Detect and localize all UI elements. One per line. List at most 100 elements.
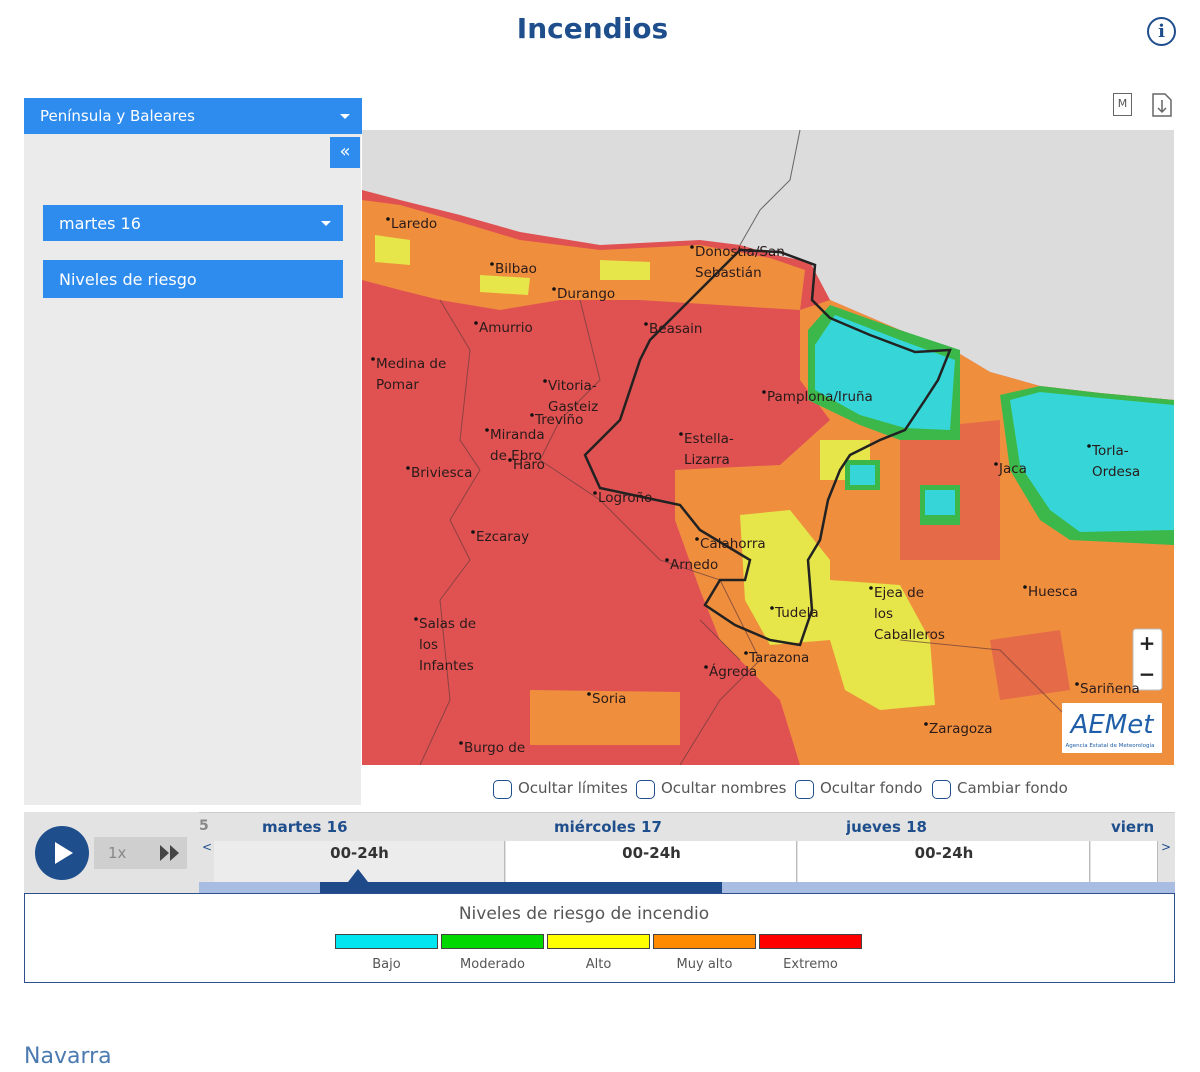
logo-subtitle: Agencia Estatal de Meteorología	[1066, 742, 1155, 749]
place-label: los	[419, 637, 438, 653]
info-button[interactable]: i	[1147, 17, 1176, 46]
place-label: Arnedo	[670, 557, 718, 573]
play-icon	[55, 842, 73, 864]
place-label: Treviño	[534, 412, 583, 428]
legend-label: Alto	[585, 957, 612, 972]
risk-very-high-area	[530, 440, 1090, 745]
legend-label: Muy alto	[676, 957, 733, 972]
place-label: Ordesa	[1092, 464, 1140, 480]
checkbox[interactable]	[795, 780, 814, 799]
place-label: Haro	[513, 457, 545, 473]
play-triangle	[55, 842, 73, 864]
timeline-cursor[interactable]	[348, 869, 368, 882]
checkbox[interactable]	[932, 780, 951, 799]
place-label: Sariñena	[1080, 681, 1140, 697]
legend-label: Extremo	[783, 957, 838, 972]
risk-high-area	[375, 235, 650, 295]
checkbox[interactable]	[493, 780, 512, 799]
place-dot	[1023, 585, 1027, 589]
place-dot	[1075, 682, 1079, 686]
place-label: Gasteiz	[548, 399, 598, 415]
place-label: Briviesca	[411, 465, 472, 481]
place-label: Bilbao	[495, 261, 537, 277]
place-label: de Ebro	[490, 448, 542, 464]
download-arrow	[1157, 100, 1167, 114]
timeline-prev-fragment: 5	[199, 818, 209, 834]
place-label: Tudela	[774, 605, 819, 621]
day-select-label: martes 16	[59, 213, 141, 233]
checkbox[interactable]	[636, 780, 655, 799]
place-dot	[474, 321, 478, 325]
place-label: Miranda	[490, 427, 545, 443]
map[interactable]: + − AEMet Agencia Estatal de Meteorologí…	[362, 130, 1174, 765]
place-label: Ejea de	[874, 585, 924, 601]
timeline-slot[interactable]	[506, 841, 797, 882]
section-title: Navarra	[24, 1044, 112, 1069]
fast-forward-icon[interactable]	[158, 843, 182, 863]
place-label: Zaragoza	[929, 721, 993, 737]
place-label: Ágreda	[709, 663, 757, 680]
timeline-range-label: 00-24h	[330, 844, 389, 862]
place-label: Amurrio	[479, 320, 533, 336]
place-dot	[508, 458, 512, 462]
timeline-next[interactable]: >	[1161, 840, 1172, 854]
map-tool-button[interactable]: M	[1113, 93, 1132, 116]
place-label: Pomar	[376, 377, 419, 393]
download-button[interactable]	[1151, 92, 1173, 118]
place-label: Beasain	[649, 321, 702, 337]
place-label: Sebastián	[695, 265, 762, 281]
zoom-control	[1132, 628, 1163, 691]
speed-label: 1x	[108, 844, 127, 862]
place-dot	[1087, 444, 1091, 448]
place-label: Jaca	[998, 461, 1027, 477]
timeline-slot[interactable]	[798, 841, 1090, 882]
place-dot	[690, 245, 694, 249]
navarra-boundary	[583, 248, 952, 647]
place-label: Soria	[592, 691, 626, 707]
play-button[interactable]	[35, 826, 89, 880]
day-select[interactable]: martes 16	[43, 205, 343, 241]
legend-title: Niveles de riesgo de incendio	[458, 904, 710, 924]
province-boundary	[419, 299, 1071, 765]
place-dot	[924, 722, 928, 726]
zoom-in-button[interactable]: +	[1139, 631, 1156, 655]
place-dot	[770, 606, 774, 610]
place-dot	[593, 491, 597, 495]
place-label: Estella-	[684, 431, 734, 447]
timeline-prev[interactable]: <	[202, 840, 213, 854]
collapse-button[interactable]: «	[330, 137, 360, 168]
place-label: Ezcaray	[476, 529, 529, 545]
place-label: Medina de	[376, 356, 446, 372]
legend	[24, 893, 1175, 983]
place-dot	[994, 462, 998, 466]
place-label: Torla-	[1091, 443, 1129, 459]
place-dot	[679, 432, 683, 436]
place-dot	[406, 466, 410, 470]
place-dot	[490, 262, 494, 266]
sea	[362, 130, 1174, 400]
place-label: Caballeros	[874, 627, 945, 643]
place-label: Durango	[557, 286, 615, 302]
place-label: Huesca	[1028, 584, 1078, 600]
logo-box	[1062, 703, 1162, 753]
zoom-out-button[interactable]: −	[1139, 662, 1156, 686]
place-label: los	[874, 606, 893, 622]
place-label: Calahorra	[700, 536, 766, 552]
place-label: Donostia/San	[695, 244, 785, 260]
place-dot	[744, 651, 748, 655]
timeline-day-label: miércoles 17	[554, 818, 662, 836]
timeline-range-label: 00-24h	[622, 844, 681, 862]
border-line	[739, 130, 801, 246]
place-label: Vitoria-	[548, 378, 597, 394]
region-select[interactable]: Península y Baleares	[24, 98, 362, 134]
place-label: Logroño	[598, 490, 652, 506]
layer-button[interactable]: Niveles de riesgo	[43, 260, 343, 298]
timeline-slot[interactable]	[1091, 841, 1158, 882]
logo-name: AEMet	[1069, 710, 1155, 740]
fast-forward-shape	[160, 845, 179, 861]
timeline-day-label: viernes	[1111, 818, 1154, 836]
legend-label: Bajo	[372, 957, 401, 972]
legend-swatch	[653, 934, 756, 949]
place-dot	[386, 217, 390, 221]
